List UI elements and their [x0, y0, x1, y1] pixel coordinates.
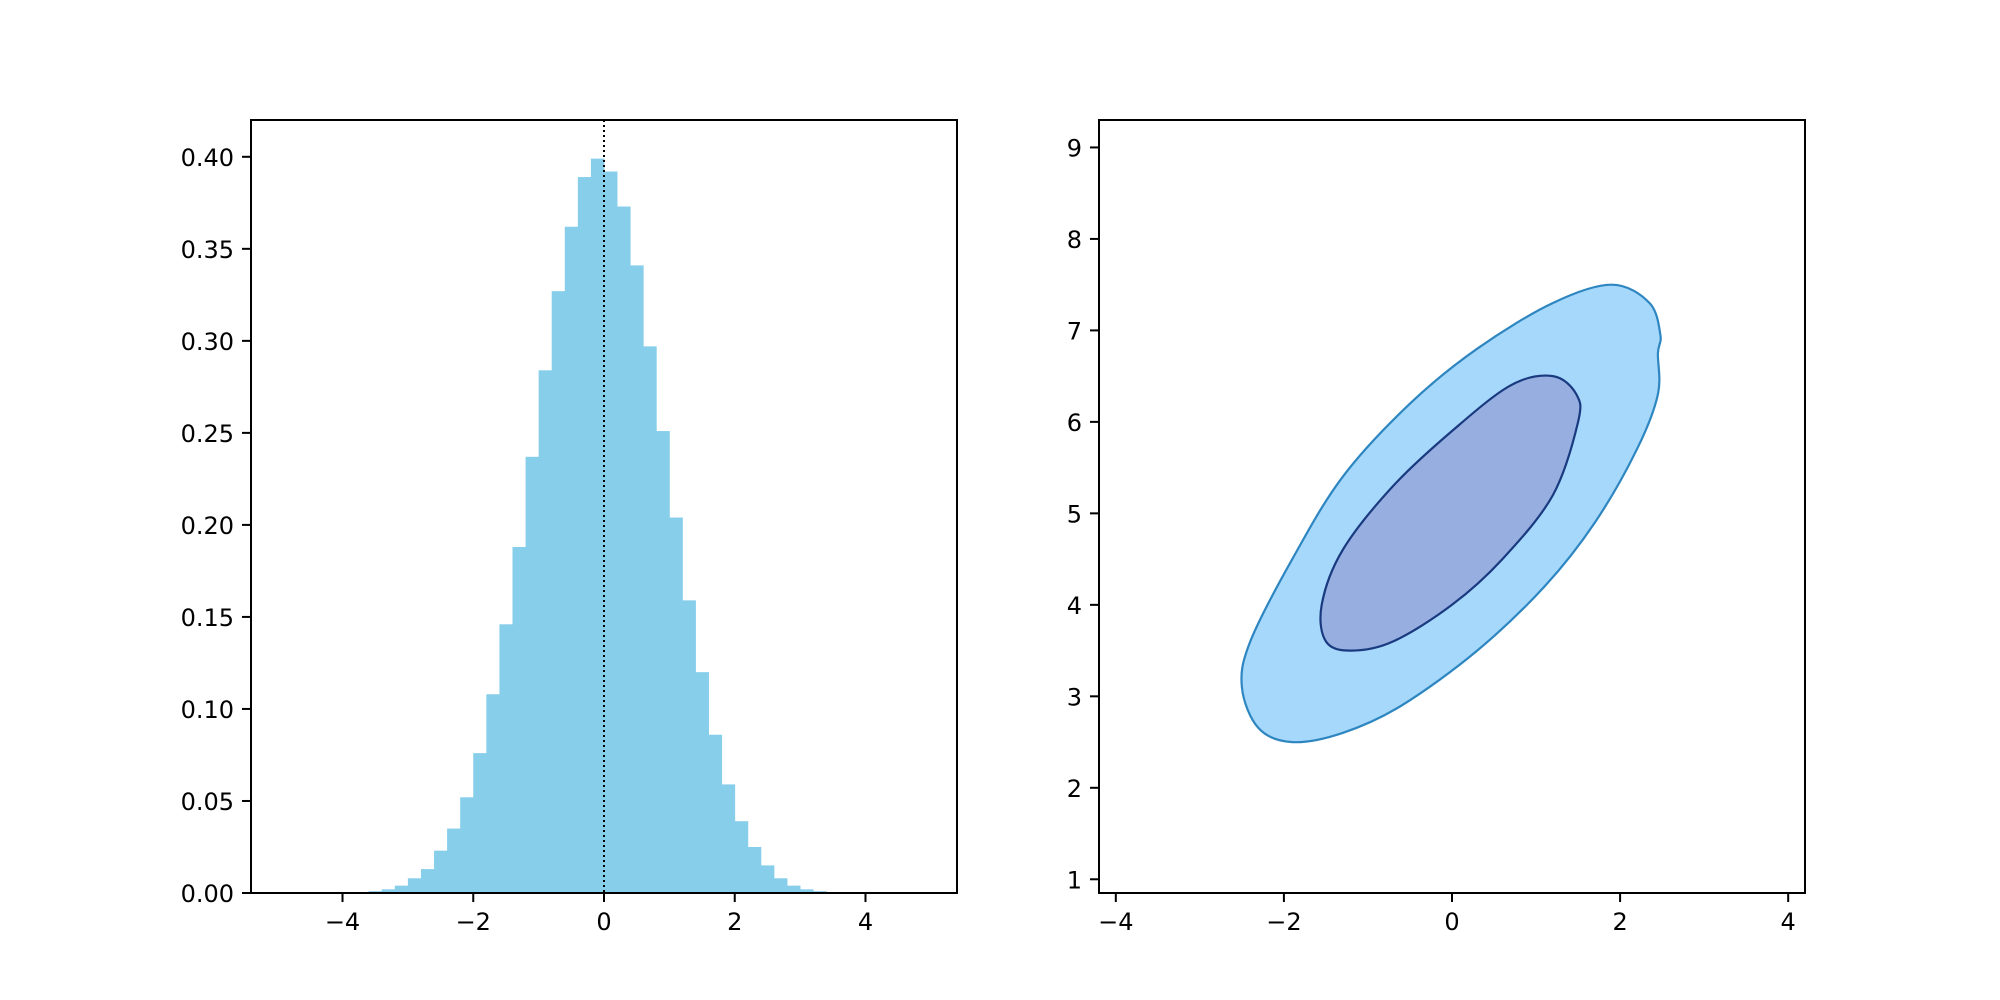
histogram-bar — [381, 889, 396, 893]
histogram-bar — [551, 291, 566, 893]
contour-y-tick-label: 2 — [1067, 775, 1082, 803]
histogram-panel: −4 −2 0 2 4 0.00 0.05 0.10 0.15 0.20 0.25 0.30 0.35… — [181, 119, 958, 936]
histogram-y-tick-label: 0.30 — [181, 328, 234, 356]
histogram-y-tick-label: 0.15 — [181, 604, 234, 632]
contour-y-tick-label: 8 — [1067, 226, 1082, 254]
histogram-bar — [630, 265, 644, 894]
histogram-bar — [643, 346, 657, 894]
contour-y-tick-label: 7 — [1067, 317, 1082, 345]
histogram-y-tick-label: 0.10 — [181, 696, 234, 724]
histogram-bar — [787, 885, 801, 893]
histogram-bars — [368, 158, 840, 894]
contour-y-tick-label: 5 — [1067, 500, 1082, 528]
contour-y-tick-label: 3 — [1067, 683, 1082, 711]
histogram-y-tick-label: 0.35 — [181, 236, 234, 264]
histogram-bar — [499, 624, 513, 893]
histogram-y-axis: 0.00 0.05 0.10 0.15 0.20 0.25 0.30 0.35 0.40 — [181, 144, 251, 908]
histogram-bar — [447, 828, 461, 893]
histogram-bar — [760, 865, 775, 893]
histogram-bar — [407, 878, 422, 893]
histogram-bar — [538, 370, 553, 893]
contour-x-axis: −4 −2 0 2 4 — [1098, 893, 1796, 936]
histogram-x-tick-label: 0 — [596, 908, 611, 936]
histogram-bar — [721, 784, 736, 893]
histogram-bar — [577, 177, 592, 894]
histogram-bar — [564, 226, 579, 893]
histogram-bar — [486, 694, 500, 893]
contour-panel: −4 −2 0 2 4 1 2 3 4 5 6 7 8 9 — [1067, 119, 1806, 936]
histogram-x-tick-label: −2 — [456, 908, 491, 936]
histogram-bar — [773, 878, 788, 893]
histogram-x-tick-label: 4 — [858, 908, 873, 936]
histogram-bar — [617, 206, 631, 893]
histogram-x-tick-label: −4 — [325, 908, 360, 936]
histogram-x-tick-label: 2 — [727, 908, 742, 936]
histogram-bar — [695, 672, 709, 893]
histogram-bar — [512, 546, 526, 893]
histogram-bar — [590, 158, 605, 893]
contour-y-tick-label: 1 — [1067, 866, 1082, 894]
histogram-bar — [394, 885, 409, 893]
contour-x-tick-label: 2 — [1612, 908, 1627, 936]
histogram-bar — [525, 456, 540, 893]
histogram-bar — [420, 869, 435, 893]
contour-x-tick-label: 4 — [1781, 908, 1796, 936]
contour-level-inner — [1319, 374, 1582, 652]
histogram-bar — [734, 821, 749, 893]
histogram-bar — [669, 517, 683, 893]
histogram-bar — [747, 846, 762, 893]
contour-y-axis: 1 2 3 4 5 6 7 8 9 — [1067, 134, 1099, 894]
histogram-y-tick-label: 0.25 — [181, 420, 234, 448]
contour-y-tick-label: 9 — [1067, 134, 1082, 162]
histogram-y-tick-label: 0.05 — [181, 788, 234, 816]
contour-levels — [1240, 283, 1662, 744]
histogram-bar — [604, 171, 618, 894]
histogram-y-tick-label: 0.20 — [181, 512, 234, 540]
histogram-bar — [460, 797, 474, 893]
histogram-y-tick-label: 0.00 — [181, 880, 234, 908]
contour-y-tick-label: 6 — [1067, 409, 1082, 437]
histogram-y-tick-label: 0.40 — [181, 144, 234, 172]
histogram-bar — [682, 600, 696, 893]
histogram-bar — [473, 753, 487, 893]
contour-x-tick-label: 0 — [1444, 908, 1459, 936]
histogram-x-axis: −4 −2 0 2 4 — [325, 893, 873, 936]
histogram-bar — [434, 850, 448, 893]
contour-x-tick-label: −4 — [1098, 908, 1133, 936]
histogram-bar — [708, 734, 723, 893]
contour-x-tick-label: −2 — [1266, 908, 1301, 936]
histogram-bar — [800, 889, 814, 893]
histogram-bar — [656, 431, 670, 893]
contour-y-tick-label: 4 — [1067, 592, 1082, 620]
